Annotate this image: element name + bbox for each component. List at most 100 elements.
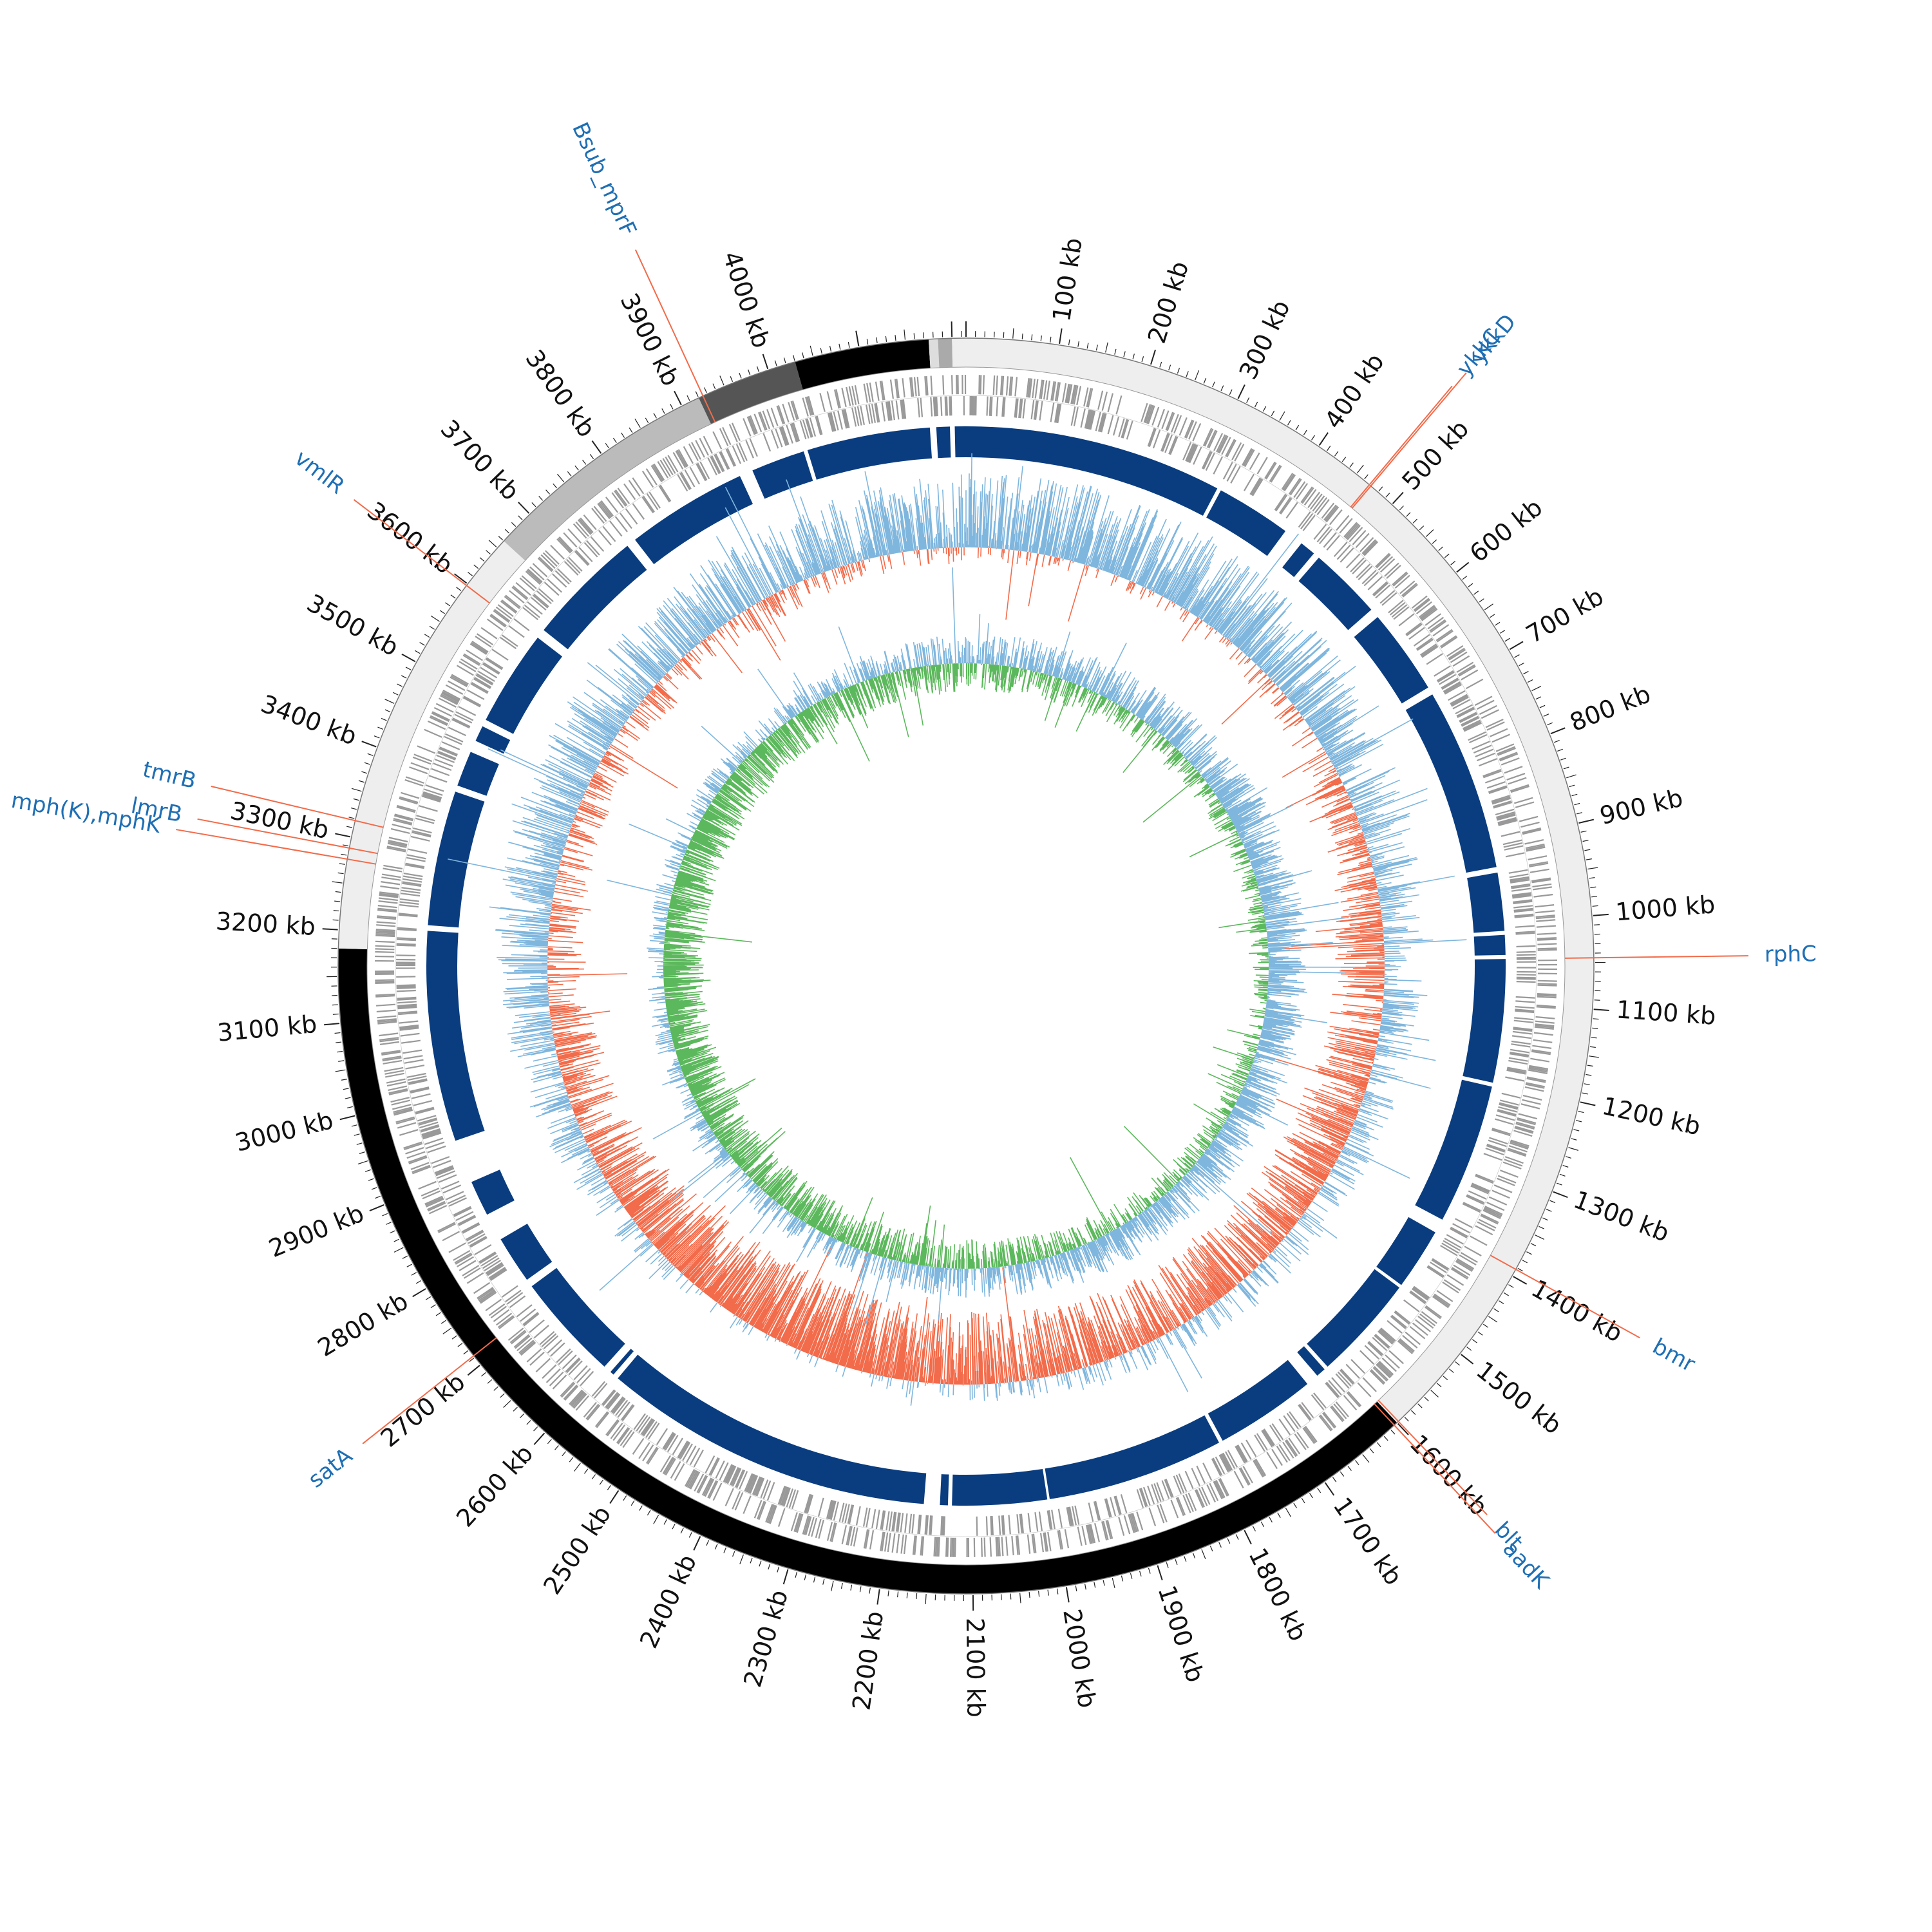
ruler-label: 1800 kb bbox=[1243, 1544, 1312, 1645]
gene-annotation-label: bmr bbox=[1648, 1334, 1699, 1378]
contig-block bbox=[426, 931, 485, 1141]
gene-annotation-label: aadK bbox=[1497, 1536, 1555, 1595]
ruler-tick bbox=[704, 387, 707, 393]
ruler-tick bbox=[1235, 1534, 1239, 1540]
ruler-tick bbox=[440, 1320, 446, 1324]
ruler-tick bbox=[748, 369, 751, 375]
ruler-label: 1500 kb bbox=[1471, 1356, 1567, 1439]
ruler-tick bbox=[855, 330, 860, 346]
outer-segment bbox=[928, 338, 940, 368]
ruler-tick bbox=[1588, 1056, 1599, 1058]
ruler-tick bbox=[1473, 591, 1479, 595]
ruler-label: 700 kb bbox=[1521, 582, 1608, 649]
ruler-tick bbox=[547, 1439, 552, 1444]
outer-segment bbox=[938, 338, 953, 368]
ruler-tick bbox=[1411, 1410, 1416, 1415]
ruler-label: 1900 kb bbox=[1152, 1582, 1209, 1686]
ruler-tick bbox=[336, 1041, 342, 1043]
ruler-tick bbox=[1378, 486, 1383, 492]
ruler-tick bbox=[822, 1578, 825, 1585]
ruler-tick bbox=[645, 417, 649, 423]
ruler-tick bbox=[1513, 1276, 1528, 1285]
ruler-tick bbox=[1417, 1403, 1423, 1408]
ruler-tick bbox=[406, 1264, 412, 1267]
ruler-tick bbox=[1547, 722, 1553, 726]
ruler-tick bbox=[925, 1594, 927, 1605]
contig-block bbox=[1206, 490, 1286, 556]
ruler-tick bbox=[916, 1593, 918, 1600]
contig-block bbox=[471, 1170, 515, 1215]
ruler-tick bbox=[533, 1432, 545, 1445]
ruler-tick bbox=[1369, 1448, 1374, 1454]
ruler-tick bbox=[365, 1169, 371, 1172]
annotation-leader-line bbox=[1564, 955, 1748, 959]
ruler-tick bbox=[335, 833, 351, 838]
ruler-tick bbox=[1157, 1565, 1163, 1580]
ruler-tick bbox=[1468, 583, 1473, 587]
ruler-tick bbox=[401, 653, 416, 663]
ruler-tick bbox=[367, 753, 374, 756]
ruler-tick bbox=[518, 515, 523, 520]
contig-block bbox=[1298, 557, 1372, 630]
ruler-tick bbox=[904, 329, 906, 340]
ruler-label: 2700 kb bbox=[375, 1367, 471, 1452]
ruler-tick bbox=[1399, 506, 1404, 511]
ruler-tick bbox=[1472, 1339, 1477, 1343]
ruler-tick bbox=[562, 1451, 566, 1457]
contig-block bbox=[940, 1474, 949, 1506]
ruler-tick bbox=[1557, 748, 1563, 752]
ruler-tick bbox=[346, 826, 353, 828]
ruler-tick bbox=[859, 1586, 862, 1593]
ruler-tick bbox=[364, 762, 370, 765]
ruler-tick bbox=[1553, 740, 1560, 743]
ruler-tick bbox=[719, 375, 724, 386]
annotation-leader-line bbox=[1374, 1403, 1496, 1534]
ruler-tick bbox=[473, 564, 479, 569]
ruler-tick bbox=[1159, 361, 1162, 368]
ruler-tick bbox=[339, 1115, 355, 1121]
ruler-tick bbox=[397, 683, 402, 687]
ruler-tick bbox=[402, 1255, 408, 1259]
ruler-label: 800 kb bbox=[1566, 679, 1654, 737]
ruler-tick bbox=[759, 1560, 762, 1567]
annotation-leader-line bbox=[1490, 1255, 1640, 1339]
ruler-tick bbox=[1065, 1587, 1070, 1603]
ruler-tick bbox=[795, 1571, 798, 1578]
ruler-tick bbox=[567, 471, 572, 477]
contig-block bbox=[954, 426, 966, 458]
ruler-tick bbox=[1591, 1037, 1597, 1039]
ruler-tick bbox=[1582, 840, 1589, 842]
ruler-tick bbox=[538, 496, 544, 501]
ruler-tick bbox=[782, 1569, 789, 1585]
ruler-tick bbox=[335, 891, 341, 893]
ruler-label: 1400 kb bbox=[1527, 1274, 1627, 1348]
ruler-tick bbox=[1184, 1556, 1187, 1562]
ruler-tick bbox=[442, 1327, 452, 1334]
ruler-tick bbox=[368, 1178, 374, 1181]
ruler-tick bbox=[358, 780, 365, 783]
gene-annotation-label: Bsub_mprF bbox=[567, 118, 641, 240]
outer-segment bbox=[504, 397, 712, 561]
ruler-label: 1200 kb bbox=[1600, 1092, 1703, 1141]
ruler-tick bbox=[1376, 1442, 1381, 1447]
ruler-tick bbox=[1523, 670, 1529, 675]
ruler-tick bbox=[361, 741, 377, 748]
ruler-tick bbox=[802, 352, 804, 359]
ruler-tick bbox=[1246, 397, 1250, 403]
ruler-tick bbox=[1252, 1526, 1256, 1531]
gc-skew-inner bbox=[663, 663, 1269, 1269]
ruler-tick bbox=[1112, 1578, 1115, 1588]
ruler-tick bbox=[1255, 401, 1258, 408]
ruler-tick bbox=[1105, 342, 1108, 353]
ruler-tick bbox=[869, 1587, 871, 1594]
ruler-tick bbox=[1392, 491, 1404, 504]
ruler-label: 500 kb bbox=[1396, 415, 1474, 496]
gc-content-low bbox=[547, 547, 1385, 1385]
ruler-tick bbox=[451, 1335, 457, 1340]
ruler-tick bbox=[820, 348, 822, 354]
ruler-tick bbox=[569, 1457, 574, 1463]
ruler-tick bbox=[1438, 546, 1443, 551]
ruler-tick bbox=[1177, 368, 1180, 374]
ruler-tick bbox=[810, 345, 813, 356]
ruler-tick bbox=[1229, 389, 1233, 395]
